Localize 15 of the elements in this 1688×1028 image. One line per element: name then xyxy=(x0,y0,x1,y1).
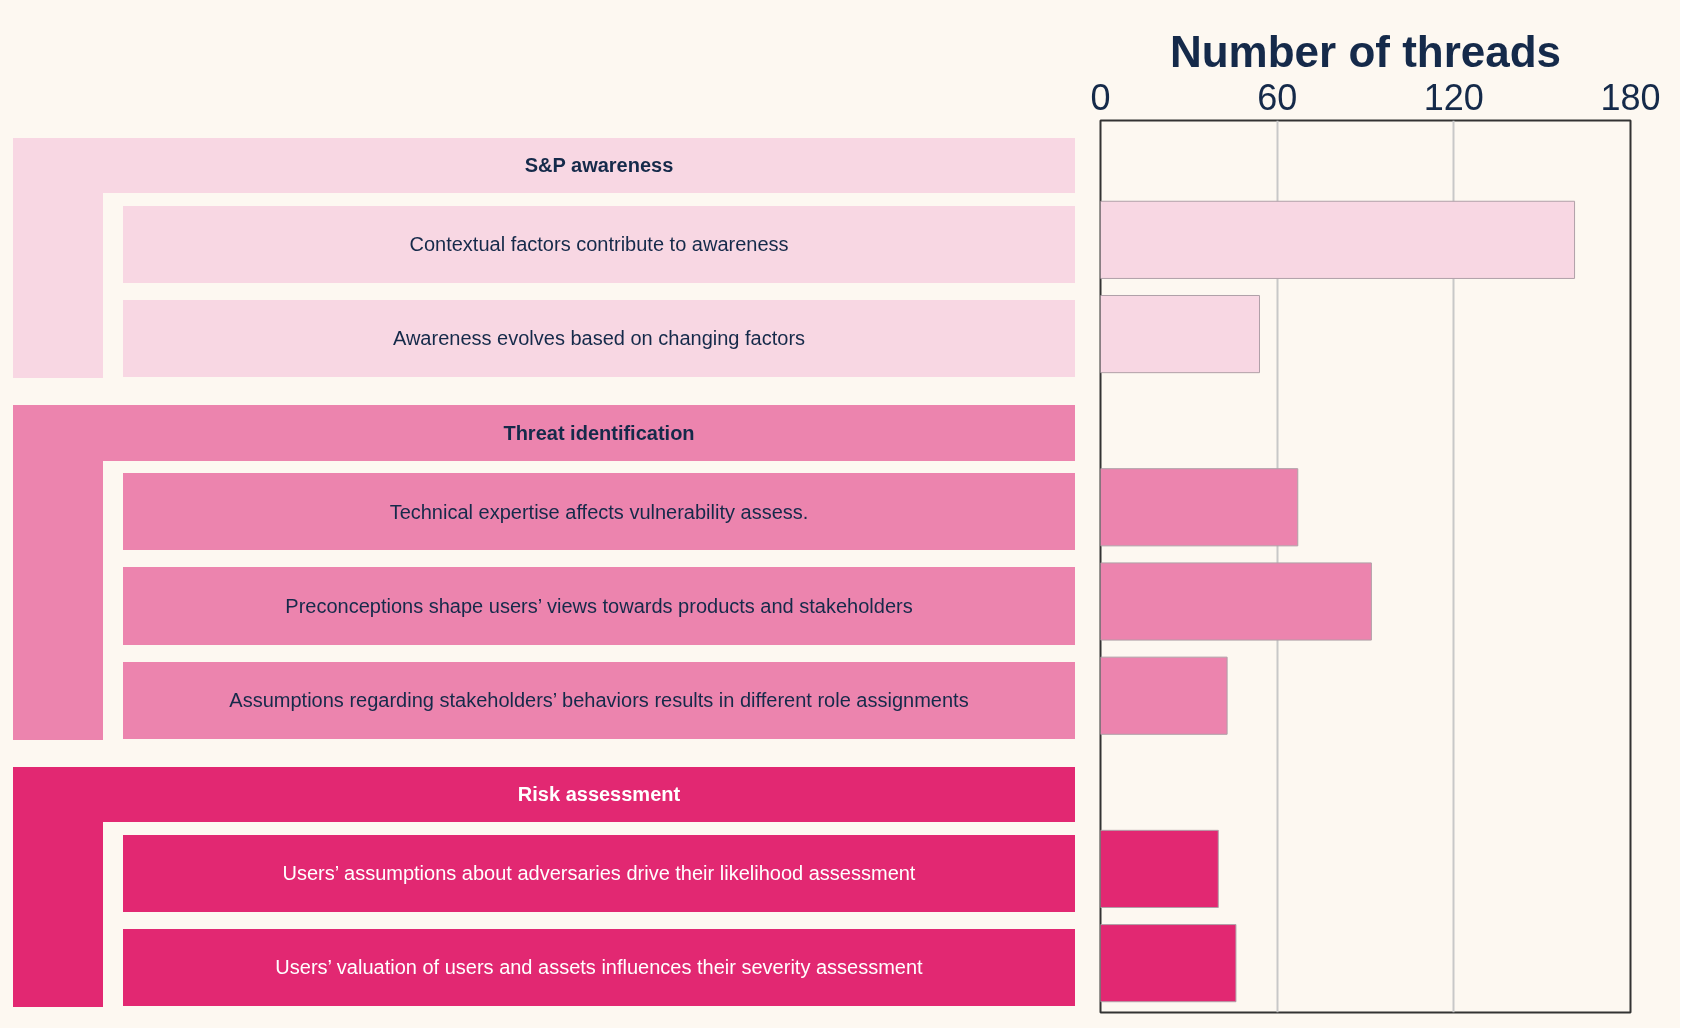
x-tick-label: 120 xyxy=(1423,76,1484,118)
y-tick-label: Technical expertise affects vulnerability assess. xyxy=(389,499,809,525)
y-tick-label: Risk assessment xyxy=(517,782,681,808)
y-tick-label: S&P awareness xyxy=(524,153,674,179)
x-tick-label: 0 xyxy=(1090,76,1111,118)
y-tick-label: Assumptions regarding stakeholders’ behaviors results in different role assignments xyxy=(229,687,969,713)
x-tick-label: 60 xyxy=(1257,76,1298,118)
x-tick-label: 180 xyxy=(1600,76,1661,118)
y-tick-label: Preconceptions shape users’ views towards products and stakeholders xyxy=(285,593,913,619)
y-tick-label: Users’ valuation of users and assets influences their severity assessment xyxy=(275,955,923,981)
y-tick-label: Users’ assumptions about adversaries drive their likelihood assessment xyxy=(282,861,916,887)
y-tick-label: Threat identification xyxy=(503,420,695,446)
y-tick-label: Awareness evolves based on changing factors xyxy=(392,326,806,352)
y-tick-label: Contextual factors contribute to awareness xyxy=(409,232,789,258)
chart-title: Number of threads xyxy=(1169,26,1562,76)
